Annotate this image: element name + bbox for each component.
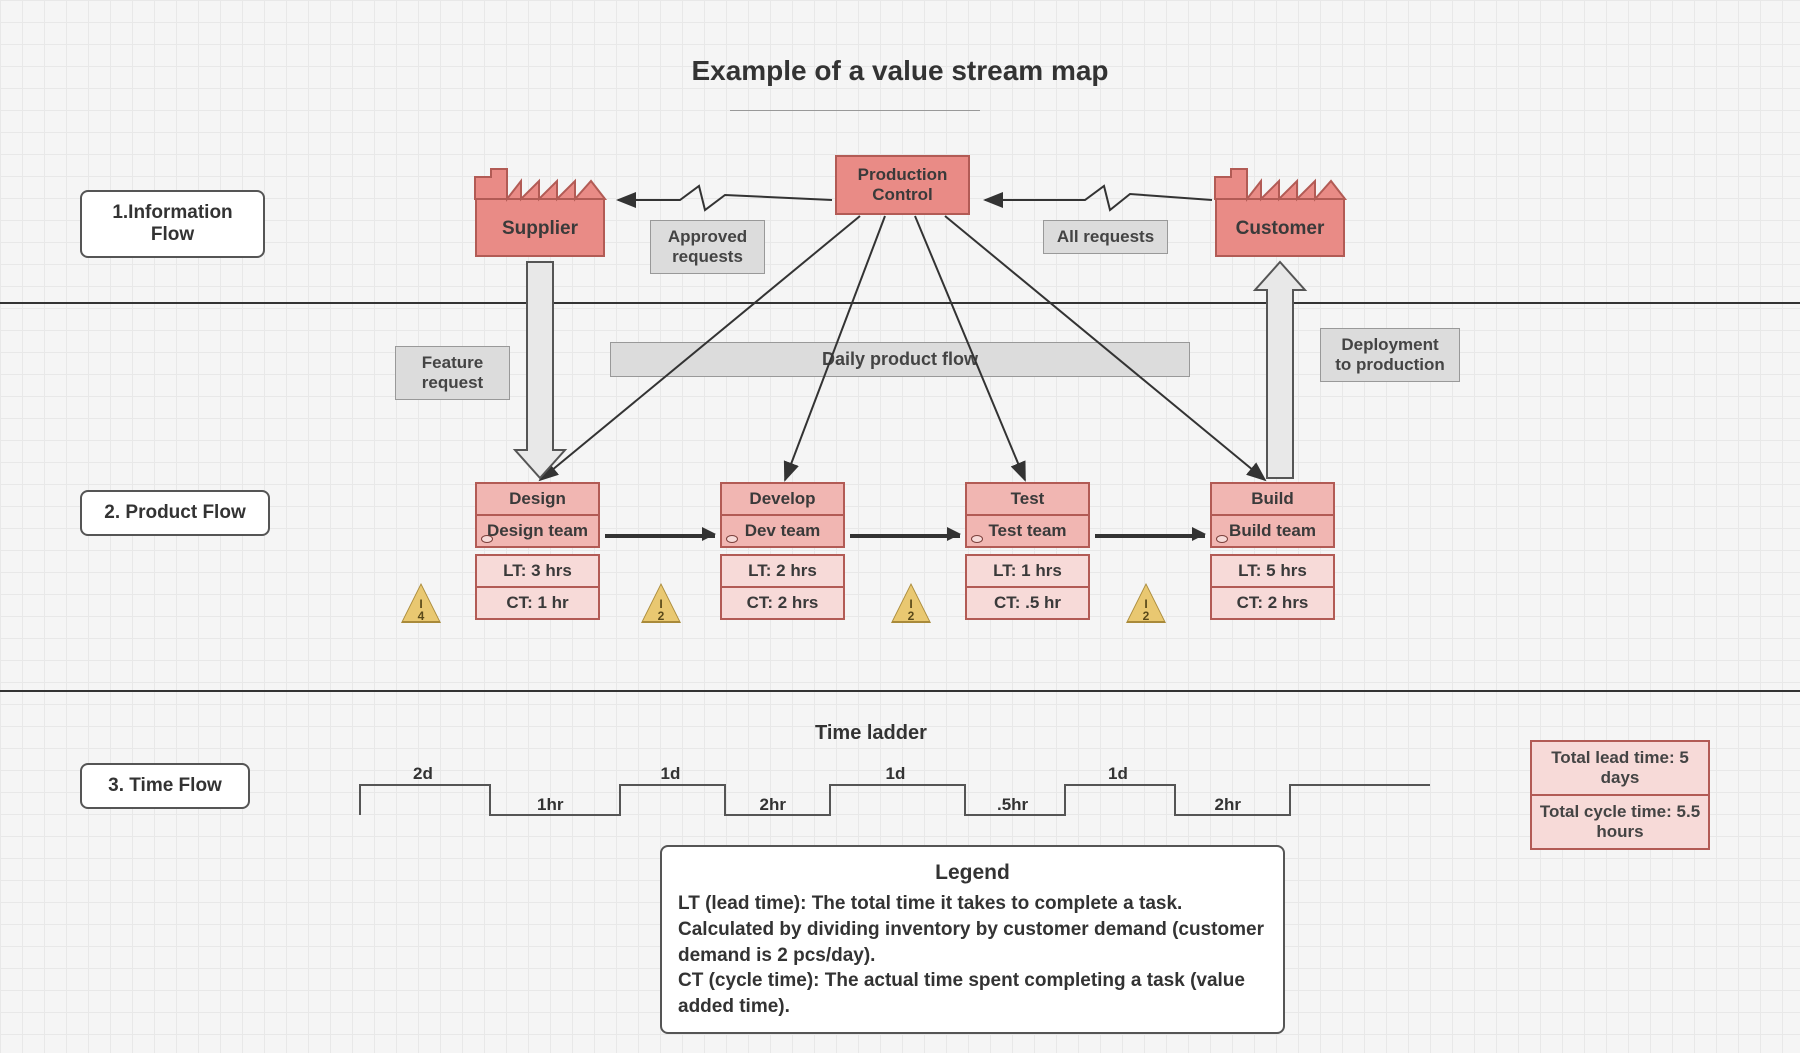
cloud-icon (1216, 535, 1228, 543)
process-name: Test (965, 482, 1090, 516)
process-build: BuildBuild team LT: 5 hrsCT: 2 hrs (1210, 482, 1335, 620)
total-cycle-time: Total cycle time: 5.5 hours (1530, 794, 1710, 850)
process-test: TestTest team LT: 1 hrsCT: .5 hr (965, 482, 1090, 620)
process-design: DesignDesign team LT: 3 hrsCT: 1 hr (475, 482, 600, 620)
process-team: Build team (1210, 514, 1335, 548)
triangle-label: I2 (651, 598, 671, 622)
production-control-box: Production Control (835, 155, 970, 215)
daily-product-flow-label: Daily product flow (610, 342, 1190, 377)
title-underline (730, 110, 980, 111)
factory-roof-icon (475, 169, 605, 199)
process-name: Develop (720, 482, 845, 516)
legend-box: Legend LT (lead time): The total time it… (660, 845, 1285, 1034)
feature-request-label: Feature request (395, 346, 510, 400)
push-arrow (605, 534, 715, 538)
section-label-time: 3. Time Flow (80, 763, 250, 809)
ladder-top-label: 1d (886, 764, 906, 784)
ladder-top-label: 1d (661, 764, 681, 784)
process-name: Build (1210, 482, 1335, 516)
divider-1 (0, 302, 1800, 304)
process-name: Design (475, 482, 600, 516)
totals-box: Total lead time: 5 days Total cycle time… (1530, 740, 1710, 850)
customer-label: Customer (1236, 218, 1325, 239)
production-control-label: Production Control (839, 165, 966, 206)
ladder-bottom-label: 1hr (537, 795, 563, 815)
deployment-label: Deployment to production (1320, 328, 1460, 382)
supplier-box: Supplier (475, 197, 605, 257)
cloud-icon (726, 535, 738, 543)
process-team: Test team (965, 514, 1090, 548)
all-requests-label: All requests (1043, 220, 1168, 254)
ladder-bottom-label: 2hr (760, 795, 786, 815)
legend-lt: LT (lead time): The total time it takes … (678, 891, 1267, 968)
push-arrow (1095, 534, 1205, 538)
process-team: Design team (475, 514, 600, 548)
ladder-top-label: 2d (413, 764, 433, 784)
section-label-product: 2. Product Flow (80, 490, 270, 536)
process-lt: LT: 5 hrs (1210, 554, 1335, 588)
ladder-top-label: 1d (1108, 764, 1128, 784)
cloud-icon (481, 535, 493, 543)
process-team: Dev team (720, 514, 845, 548)
process-ct: CT: 1 hr (475, 586, 600, 620)
process-ct: CT: .5 hr (965, 586, 1090, 620)
process-ct: CT: 2 hrs (720, 586, 845, 620)
push-arrow (850, 534, 960, 538)
ladder-bottom-label: .5hr (997, 795, 1028, 815)
customer-box: Customer (1215, 197, 1345, 257)
divider-2 (0, 690, 1800, 692)
ladder-bottom-label: 2hr (1215, 795, 1241, 815)
legend-title: Legend (678, 859, 1267, 887)
process-lt: LT: 2 hrs (720, 554, 845, 588)
time-ladder-header: Time ladder (815, 722, 927, 745)
total-lead-time: Total lead time: 5 days (1530, 740, 1710, 796)
section-label-info: 1.Information Flow (80, 190, 265, 258)
triangle-label: I2 (1136, 598, 1156, 622)
process-lt: LT: 1 hrs (965, 554, 1090, 588)
factory-roof-icon (1215, 169, 1345, 199)
triangle-label: I2 (901, 598, 921, 622)
legend-ct: CT (cycle time): The actual time spent c… (678, 968, 1267, 1019)
process-lt: LT: 3 hrs (475, 554, 600, 588)
approved-requests-label: Approved requests (650, 220, 765, 274)
diagram-title: Example of a value stream map (691, 55, 1108, 87)
triangle-label: I4 (411, 598, 431, 622)
process-ct: CT: 2 hrs (1210, 586, 1335, 620)
cloud-icon (971, 535, 983, 543)
process-develop: DevelopDev team LT: 2 hrsCT: 2 hrs (720, 482, 845, 620)
supplier-label: Supplier (502, 218, 578, 239)
